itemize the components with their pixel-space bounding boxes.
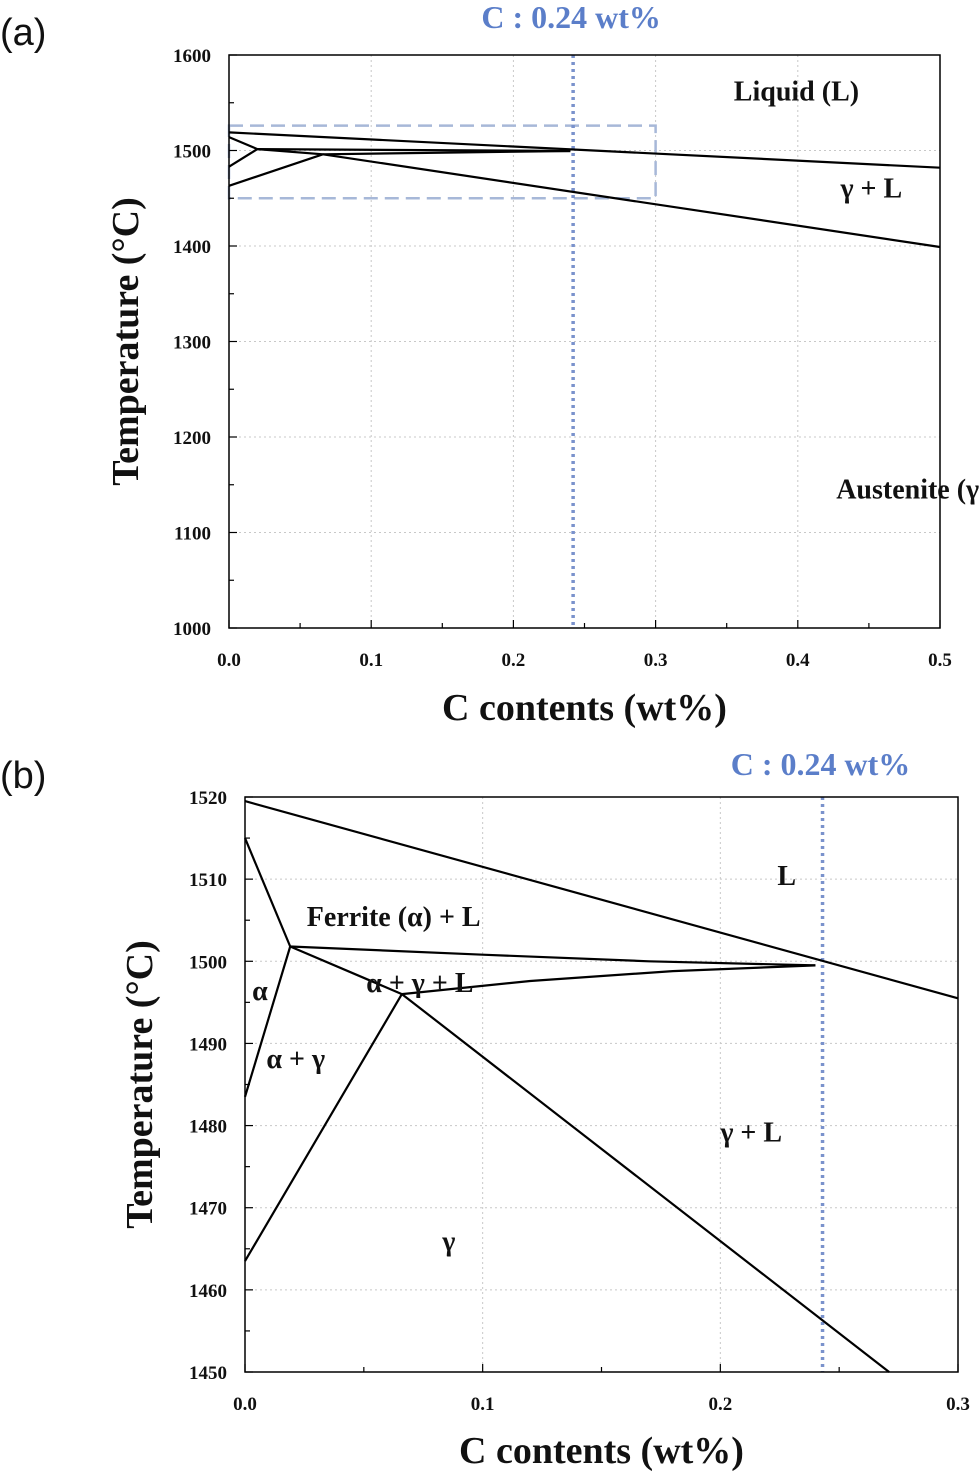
chart-b-ytick-label: 1450 (189, 1363, 227, 1384)
chart-a-y-axis-title: Temperature (°C) (105, 197, 147, 486)
chart-a-ytick-label: 1300 (173, 333, 211, 354)
chart-a-phase-boundary-2 (228, 136, 258, 151)
chart-b-ytick-label: 1500 (189, 952, 227, 973)
chart-a-panel-label: (a) (0, 12, 46, 54)
chart-b-region-label: α (252, 976, 268, 1007)
chart-a-region-label: γ + L (839, 174, 902, 205)
chart-a-phase-boundary-8 (322, 153, 941, 249)
chart-a-region-label: Austenite (γ) (836, 475, 980, 506)
chart-b-phase-boundary-1 (244, 800, 959, 1000)
chart-a-ytick-label: 1100 (174, 524, 211, 545)
chart-a-phase-boundary-1 (228, 131, 941, 169)
chart-b-phase-boundary-6 (243, 946, 292, 1098)
chart-b-ytick-label: 1520 (189, 788, 227, 809)
chart-b-panel-label: (b) (0, 755, 46, 797)
chart-b-phase-boundary-8 (401, 993, 890, 1373)
chart-b-y-axis-title: Temperature (°C) (119, 940, 161, 1229)
chart-a-phase-boundary-4 (257, 148, 323, 156)
chart-a-phase-boundary-7 (228, 153, 324, 187)
chart-a-ytick-label: 1200 (173, 428, 211, 449)
chart-b-region-label: Ferrite (α) + L (307, 902, 481, 933)
chart-b-region-label: L (777, 861, 796, 892)
chart-b-phase-boundary-3 (290, 945, 816, 967)
chart-a-composition-annotation: C : 0.24 wt% (481, 0, 661, 35)
chart-b-plot-frame (244, 796, 959, 1373)
chart-a-ytick-label: 1400 (173, 237, 211, 258)
chart-a-region-label: Liquid (L) (734, 76, 859, 107)
chart-b-composition-annotation: C : 0.24 wt% (731, 746, 911, 782)
chart-a-ytick-label: 1000 (173, 619, 211, 640)
chart-a-ytick-label: 1500 (173, 142, 211, 163)
chart-b-phase-boundary-2 (243, 837, 292, 947)
chart-a-xtick-label: 0.4 (786, 650, 810, 671)
chart-b-region-label: γ + L (719, 1117, 782, 1148)
chart-b-xtick-label: 0.2 (708, 1394, 732, 1415)
chart-b-region-label: α + γ (266, 1044, 325, 1075)
chart-a-xtick-label: 0.2 (502, 650, 526, 671)
chart-b-phase-boundary-4 (289, 945, 403, 996)
chart-b-ytick-label: 1490 (189, 1034, 227, 1055)
chart-b-region-label: γ (441, 1227, 455, 1258)
chart-a-zoom-box (227, 124, 657, 200)
chart-a-phase-boundary-6 (228, 148, 258, 168)
chart-a-x-axis-title: C contents (wt%) (442, 687, 727, 729)
chart-b-ytick-label: 1480 (189, 1117, 227, 1138)
chart-a-xtick-label: 0.3 (644, 650, 668, 671)
chart-b-panel: (b) 0.0 0.1 0.2 0.3 1450 1460 1470 1480 1490 1500 1… (0, 746, 970, 1472)
chart-a-ytick-label: 1600 (173, 46, 211, 67)
chart-b-x-axis-title: C contents (wt%) (459, 1430, 744, 1472)
chart-b-phase-boundary-5 (401, 964, 816, 996)
chart-b-phase-boundary-7 (244, 993, 403, 1262)
chart-b-xtick-label: 0.1 (471, 1394, 495, 1415)
chart-b-region-label: α + γ + L (366, 968, 473, 999)
chart-b-ytick-label: 1470 (189, 1199, 227, 1220)
chart-a-phase-boundary-5 (322, 149, 571, 156)
chart-b-ytick-label: 1510 (189, 870, 227, 891)
chart-b-xtick-label: 0.0 (233, 1394, 257, 1415)
chart-a-panel: (a) 0.0 0.1 0.2 0.3 0.4 0.5 1000 1100 1200 1300 140… (0, 0, 980, 729)
chart-b-xtick-label: 0.3 (946, 1394, 970, 1415)
chart-a-xtick-label: 0.5 (928, 650, 952, 671)
chart-a-xtick-label: 0.1 (359, 650, 383, 671)
chart-a-xtick-label: 0.0 (217, 650, 241, 671)
chart-b-ytick-label: 1460 (189, 1281, 227, 1302)
